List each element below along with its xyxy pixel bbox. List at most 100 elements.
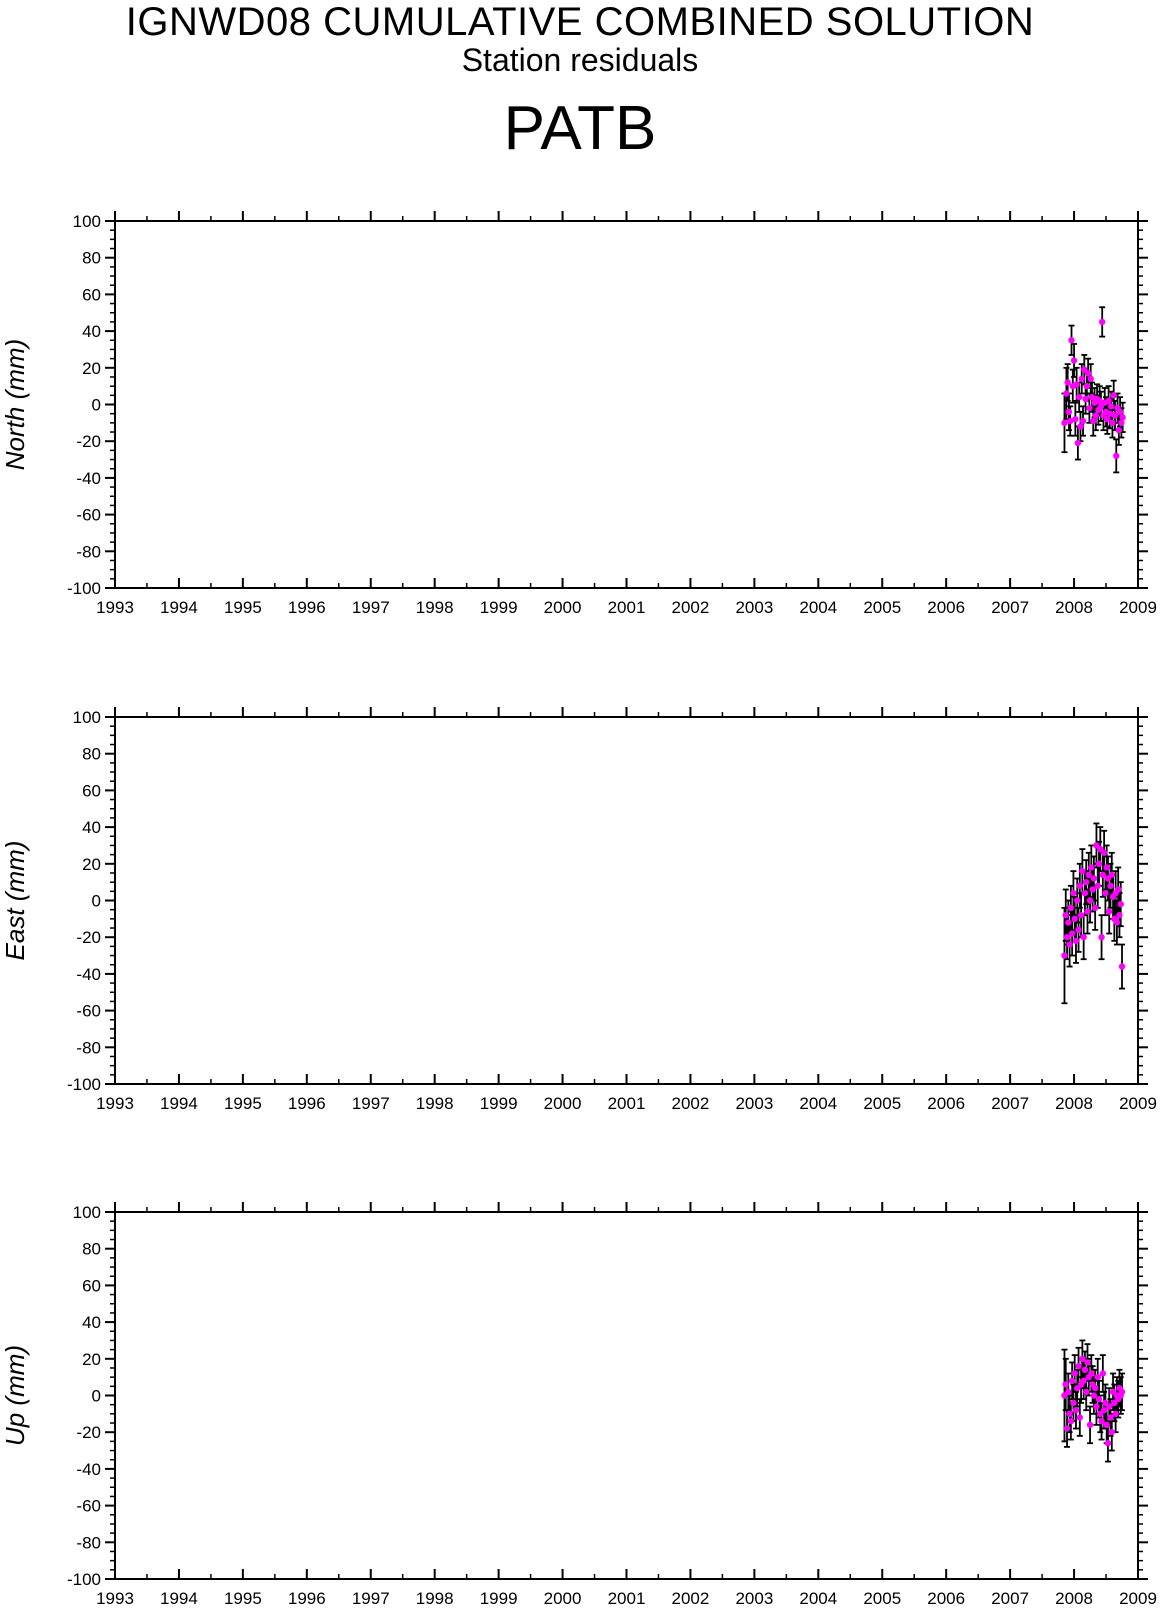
x-tick-label: 1993 xyxy=(96,598,134,617)
y-tick-label: -20 xyxy=(76,928,101,947)
y-tick-label: 0 xyxy=(92,1387,101,1406)
x-tick-label: 2005 xyxy=(863,1589,901,1608)
data-point xyxy=(1102,889,1109,897)
data-point xyxy=(1115,426,1123,434)
data-point xyxy=(1078,375,1085,383)
x-tick-label: 2000 xyxy=(544,1094,582,1113)
data-point xyxy=(1086,404,1093,412)
x-tick-label: 1999 xyxy=(480,1094,518,1113)
y-tick-label: 60 xyxy=(82,285,101,304)
plot-panel-1: 1993 1994 1995 1996 1997 1998 1999 2000 2001 2002… xyxy=(0,211,1157,617)
data-point xyxy=(1096,397,1103,405)
data-point xyxy=(1084,908,1091,915)
y-tick-label: -20 xyxy=(76,1423,101,1442)
data-point xyxy=(1107,882,1114,890)
data-point xyxy=(1091,904,1099,912)
data-point xyxy=(1074,439,1082,447)
data-point xyxy=(1075,393,1083,401)
y-tick-label: -80 xyxy=(76,542,101,561)
data-point xyxy=(1061,952,1068,959)
data-point xyxy=(1086,897,1094,904)
data-point xyxy=(1090,1392,1098,1399)
data-point xyxy=(1100,849,1108,856)
data-point xyxy=(1119,414,1126,421)
data-point xyxy=(1088,864,1095,871)
data-point xyxy=(1076,882,1084,890)
data-point xyxy=(1066,941,1073,948)
x-tick-label: 1996 xyxy=(288,1094,326,1113)
x-tick-label: 2002 xyxy=(672,1094,710,1113)
data-point xyxy=(1090,875,1098,882)
x-tick-label: 2000 xyxy=(544,1589,582,1608)
data-point xyxy=(1116,911,1123,919)
data-point xyxy=(1092,412,1100,419)
x-tick-label: 1997 xyxy=(352,598,390,617)
data-point xyxy=(1083,382,1091,390)
data-point xyxy=(1117,900,1124,908)
y-tick-label: 40 xyxy=(82,322,101,341)
data-point xyxy=(1091,1384,1099,1392)
data-point xyxy=(1118,419,1125,427)
data-point xyxy=(1068,337,1075,344)
y-tick-label: 0 xyxy=(92,892,101,911)
plot-frame xyxy=(114,716,1139,1085)
y-axis-label: East (mm) xyxy=(0,841,30,961)
x-tick-label: 2003 xyxy=(735,598,773,617)
x-tick-label: 2002 xyxy=(672,598,710,617)
y-tick-label: -80 xyxy=(76,1038,101,1057)
data-point xyxy=(1118,963,1126,970)
y-tick-label: -40 xyxy=(76,965,101,984)
y-tick-label: -100 xyxy=(67,579,101,598)
x-tick-label: 2000 xyxy=(544,598,582,617)
x-tick-label: 2008 xyxy=(1055,1094,1093,1113)
data-point xyxy=(1079,867,1086,875)
y-tick-label: -80 xyxy=(76,1533,101,1552)
x-tick-label: 2001 xyxy=(608,598,646,617)
x-tick-label: 1997 xyxy=(352,1589,390,1608)
x-tick-label: 2001 xyxy=(608,1589,646,1608)
data-point xyxy=(1100,1406,1108,1414)
data-point xyxy=(1080,1377,1087,1385)
y-tick-label: 100 xyxy=(73,708,101,727)
data-point xyxy=(1062,911,1069,919)
data-point xyxy=(1088,393,1096,401)
y-tick-label: 100 xyxy=(73,212,101,231)
x-tick-label: 2007 xyxy=(991,1589,1029,1608)
plot-panel-3: 1993 1994 1995 1996 1997 1998 1999 2000 2001 2002… xyxy=(0,1202,1157,1608)
y-tick-label: 0 xyxy=(92,396,101,415)
x-tick-label: 1998 xyxy=(416,1094,454,1113)
data-point xyxy=(1063,1425,1071,1432)
data-point xyxy=(1106,908,1113,915)
data-point xyxy=(1070,357,1078,364)
data-point xyxy=(1072,415,1079,423)
y-tick-label: -60 xyxy=(76,506,101,525)
data-point xyxy=(1079,1355,1086,1363)
chart-title: IGNWD08 CUMULATIVE COMBINED SOLUTION xyxy=(125,0,1035,44)
data-point xyxy=(1110,392,1117,399)
data-point xyxy=(1062,1381,1069,1388)
x-tick-label: 2005 xyxy=(863,598,901,617)
y-tick-label: 80 xyxy=(82,745,101,764)
x-tick-label: 1998 xyxy=(416,1589,454,1608)
x-tick-label: 2009 xyxy=(1119,1589,1157,1608)
x-tick-label: 2004 xyxy=(799,1589,837,1608)
y-tick-label: -100 xyxy=(67,1075,101,1094)
data-point xyxy=(1094,1373,1101,1381)
data-point xyxy=(1094,882,1101,890)
y-tick-label: 20 xyxy=(82,359,101,378)
data-point xyxy=(1109,419,1116,427)
data-point xyxy=(1099,871,1107,879)
data-point xyxy=(1065,408,1073,416)
data-point xyxy=(1077,911,1085,919)
y-tick-label: -60 xyxy=(76,1002,101,1021)
x-tick-label: 2007 xyxy=(991,598,1029,617)
data-point xyxy=(1103,864,1110,871)
data-point xyxy=(1099,1370,1107,1377)
data-point xyxy=(1061,419,1068,427)
data-point xyxy=(1108,871,1115,879)
y-tick-label: -60 xyxy=(76,1497,101,1516)
y-tick-label: 40 xyxy=(82,1313,101,1332)
data-point xyxy=(1064,379,1071,386)
x-tick-label: 2006 xyxy=(927,1094,965,1113)
data-point xyxy=(1082,395,1089,403)
